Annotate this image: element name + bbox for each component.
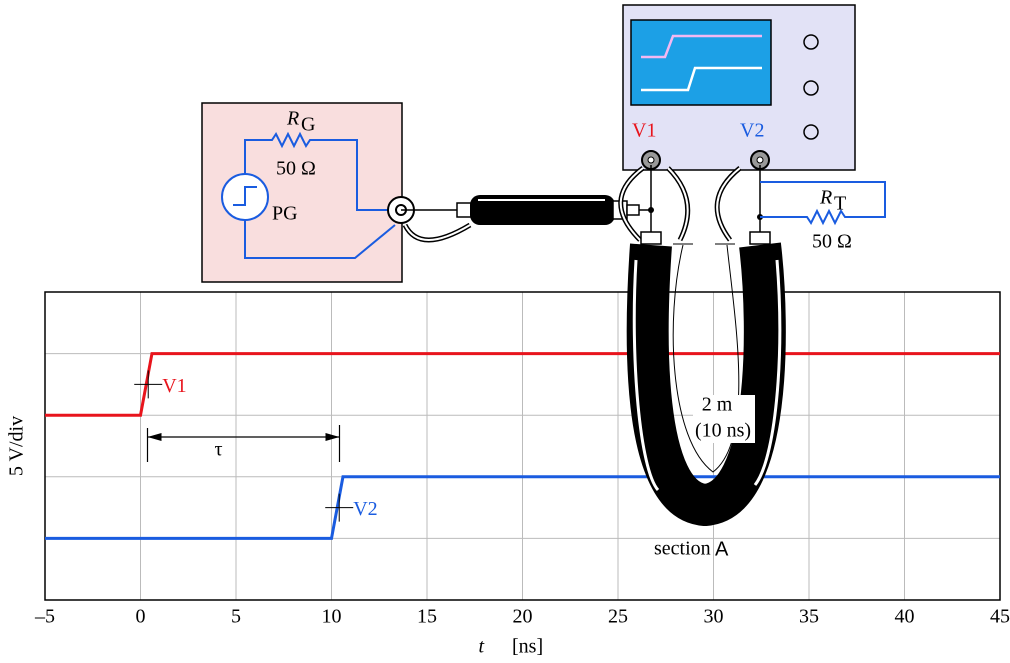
series-label: V1: [162, 375, 186, 397]
y-axis-label: 5 V/div: [6, 416, 28, 476]
x-tick-label: 15: [417, 606, 437, 628]
x-tick-label: 35: [799, 606, 819, 628]
rg-label: R: [286, 108, 299, 130]
tau-label: τ: [214, 439, 222, 461]
x-tick-label: 10: [322, 606, 342, 628]
scope-v2: V2: [740, 120, 764, 142]
rt-value: 50 Ω: [812, 231, 852, 253]
length-label: 2 m: [702, 394, 733, 416]
plot: –5 0 5 10 15 20 25 30 35 40 45 5 V/div t [ns] V1 V2 τ: [6, 292, 1010, 658]
x-tick-label: 25: [608, 606, 628, 628]
rt-label: R: [819, 187, 832, 209]
section-label: section: [654, 538, 711, 560]
x-tick-label: 40: [895, 606, 915, 628]
x-tick-label: 45: [990, 606, 1010, 628]
x-tick-label: –5: [34, 606, 55, 628]
x-axis-unit: [ns]: [512, 636, 543, 658]
plug-tip: [627, 205, 639, 215]
series-label: V2: [353, 498, 377, 520]
section-letter: A: [715, 538, 729, 560]
input-pin: [648, 157, 654, 163]
input-pin: [757, 157, 763, 163]
figure: –50510152025303540455 V/divt[ns]V1V2τ R …: [0, 0, 1010, 663]
scope-v1: V1: [632, 120, 656, 142]
rt-sub: T: [834, 193, 846, 215]
screen: [631, 20, 771, 105]
shield: [405, 225, 470, 240]
x-axis-var: t: [478, 636, 484, 658]
pg-label: PG: [272, 203, 298, 225]
x-tick-label: 0: [136, 606, 146, 628]
plug: [457, 203, 471, 217]
rg-sub: G: [301, 114, 315, 136]
x-tick-label: 5: [231, 606, 241, 628]
x-tick-label: 20: [513, 606, 533, 628]
rg-value: 50 Ω: [276, 158, 316, 180]
x-tick-label: 30: [704, 606, 724, 628]
delay-label: (10 ns): [695, 420, 751, 442]
